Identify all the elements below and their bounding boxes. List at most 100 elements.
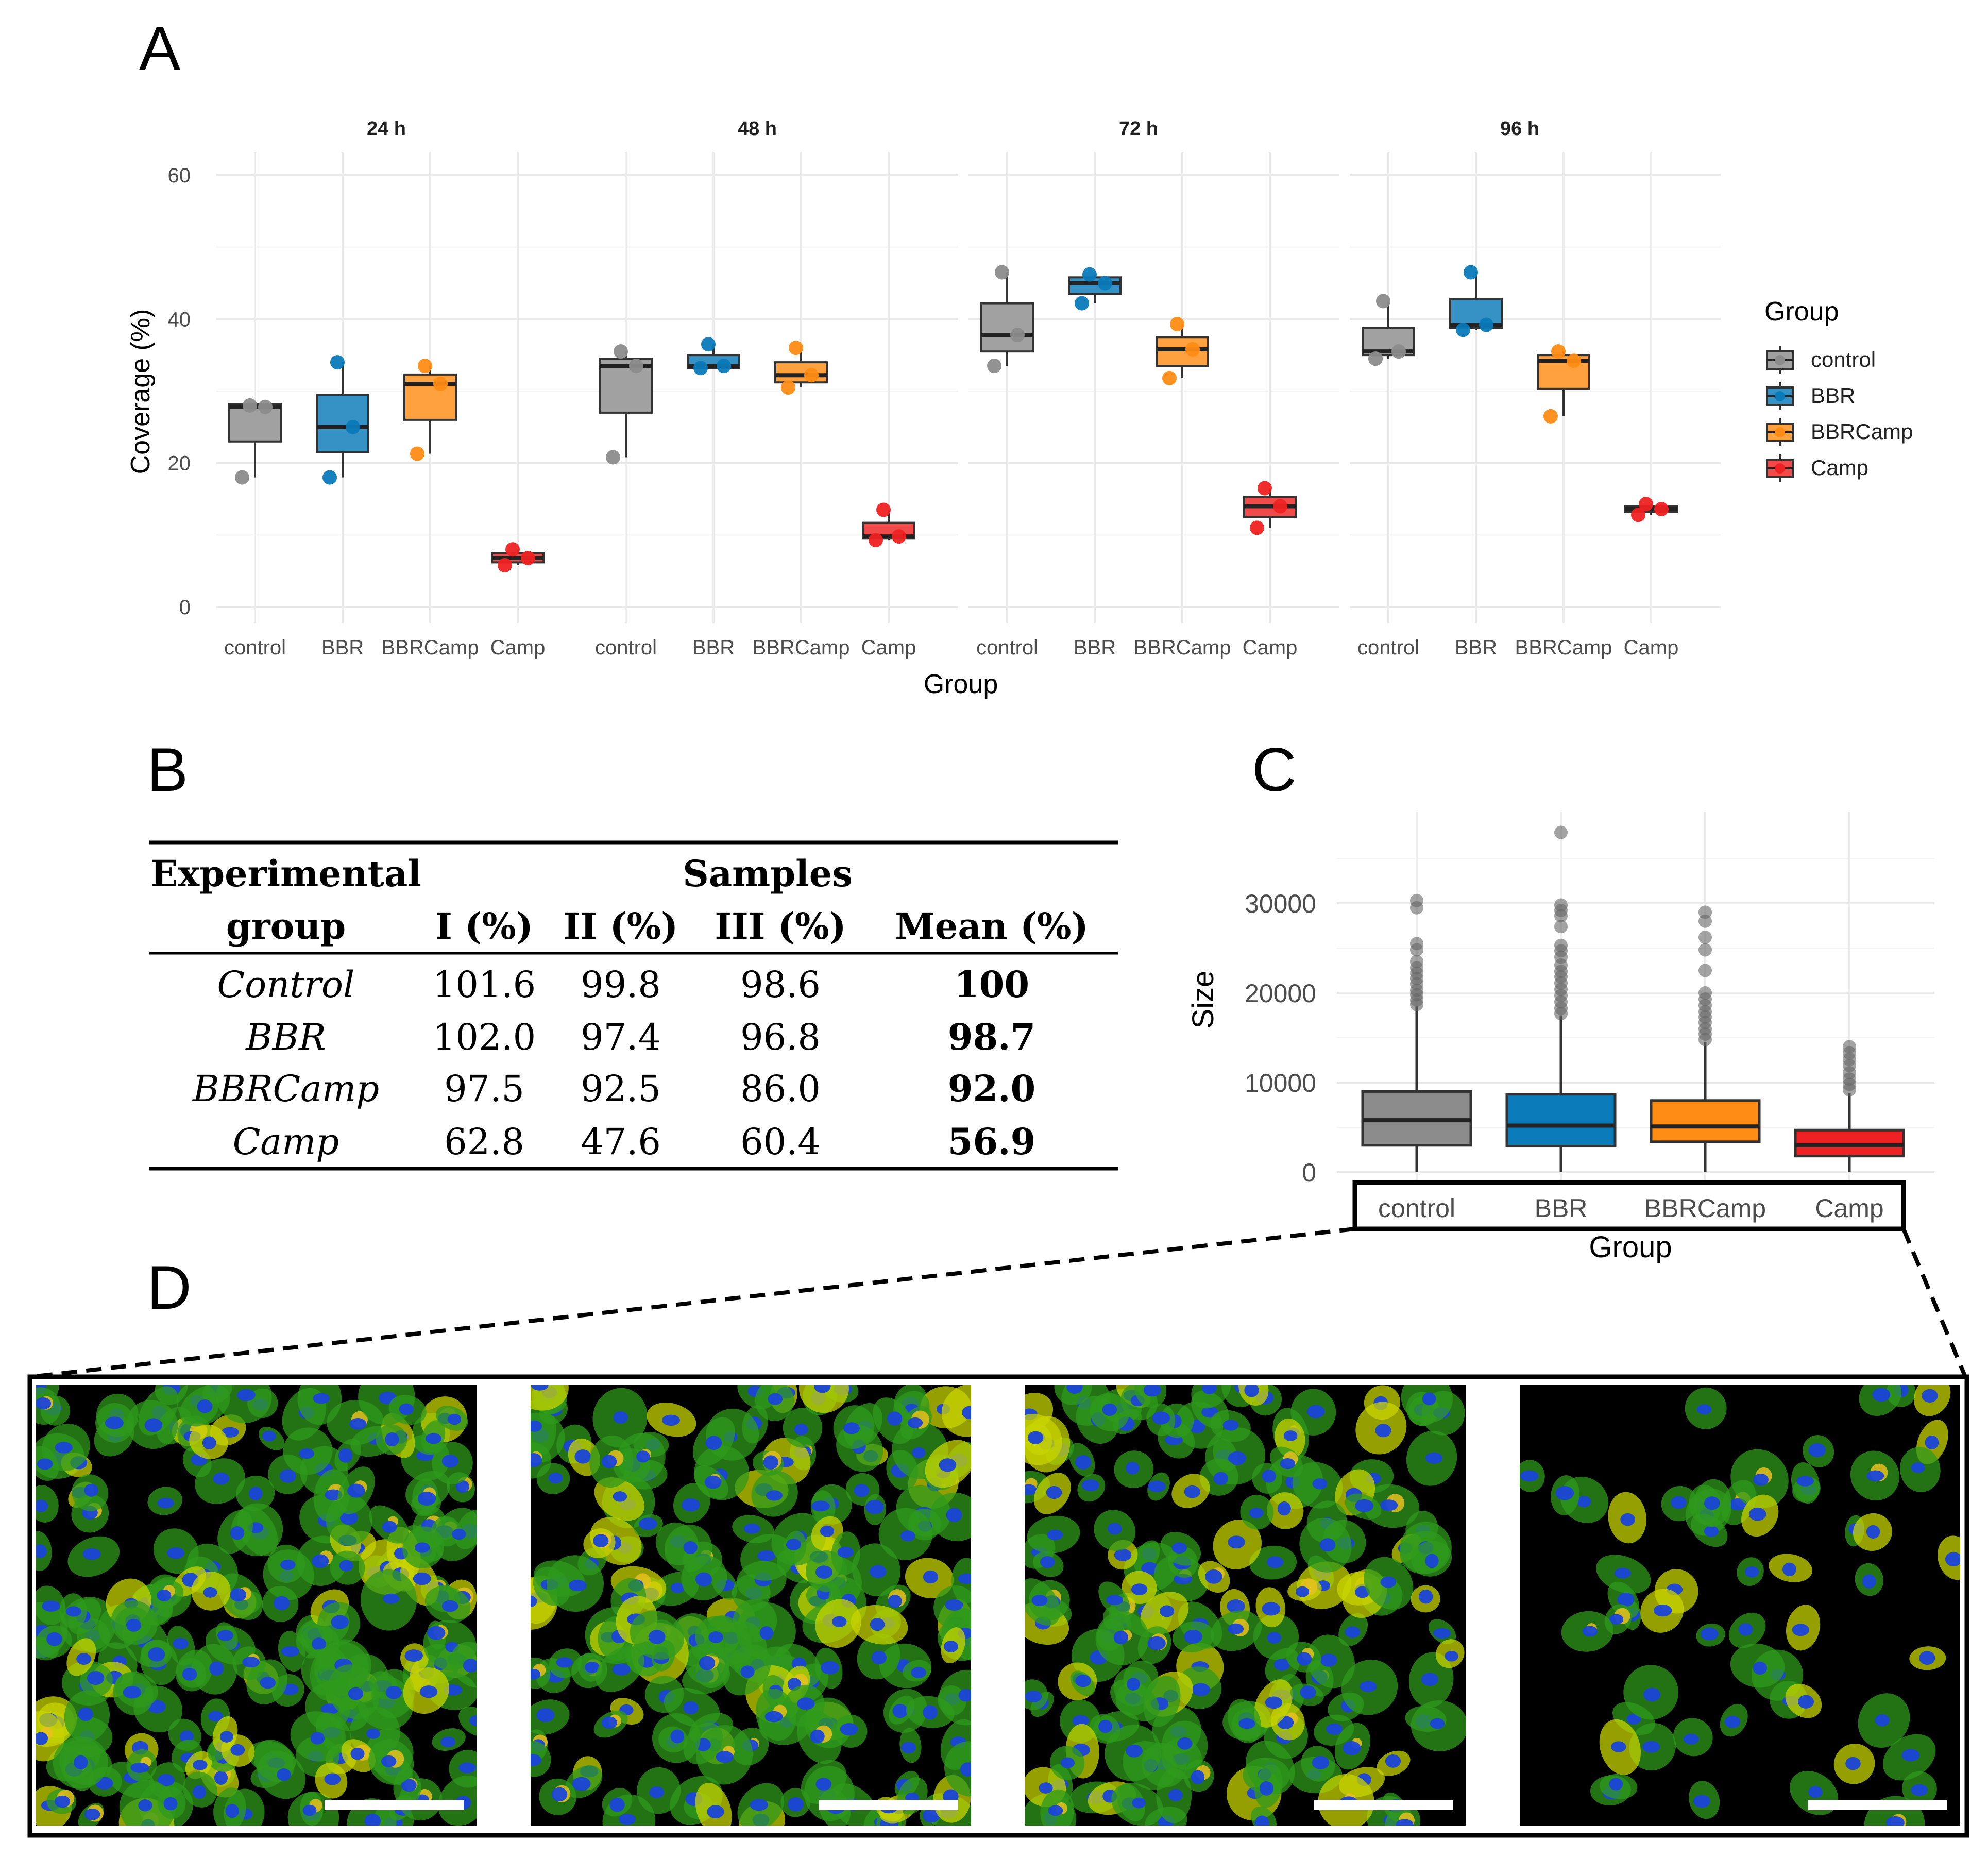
x-tick-label: control — [1357, 636, 1419, 659]
cell-nucleus — [768, 1393, 783, 1405]
cell-nucleus — [763, 1455, 778, 1470]
cell-nucleus — [901, 1742, 916, 1753]
cell-nucleus — [569, 1580, 587, 1591]
outlier-point — [1843, 1040, 1856, 1053]
data-point — [1654, 502, 1669, 516]
data-point — [876, 502, 891, 517]
cell-nucleus — [1671, 1496, 1686, 1509]
cell-nucleus — [1845, 1757, 1861, 1770]
cell-nucleus — [350, 1748, 364, 1760]
data-point — [693, 361, 708, 375]
cell-nucleus — [1875, 1714, 1890, 1726]
cell-nucleus — [765, 1711, 783, 1723]
table-row-control-i: 101.6 — [433, 964, 536, 1006]
figure: A B C D 24 hcontrol BBR BBRCamp Camp48 hcon… — [0, 0, 1988, 1857]
cell-nucleus — [1148, 1481, 1166, 1492]
cell-nucleus — [649, 1630, 666, 1644]
micrograph-bbrcamp — [999, 1362, 1470, 1850]
scale-bar — [1808, 1800, 1947, 1810]
cell-nucleus — [1642, 1741, 1660, 1753]
cell-nucleus — [840, 1723, 858, 1735]
x-tick-label: BBR — [692, 636, 735, 659]
x-tick-label: control — [976, 636, 1038, 659]
cell-nucleus — [716, 1751, 734, 1763]
table-row-camp-mean: 56.9 — [948, 1120, 1036, 1163]
cell-nucleus — [1031, 1595, 1047, 1606]
y-tick-label: 10000 — [1245, 1069, 1316, 1098]
x-tick-label: control — [224, 636, 286, 659]
cell-nucleus — [1098, 1720, 1112, 1733]
cell-nucleus — [1126, 1745, 1143, 1758]
table-row-camp-group: Camp — [233, 1121, 339, 1163]
cell-nucleus — [1047, 1530, 1063, 1540]
outlier-point — [1554, 939, 1568, 952]
cell-nucleus — [1075, 1455, 1092, 1470]
cell-nucleus — [1862, 1574, 1876, 1588]
cell-nucleus — [249, 1487, 263, 1500]
cell-nucleus — [230, 1526, 244, 1540]
cell-nucleus — [385, 1432, 399, 1446]
x-tick-label: BBRCamp — [1644, 1194, 1766, 1223]
facet-title: 72 h — [1119, 118, 1158, 140]
cell-nucleus — [230, 1744, 245, 1756]
y-tick-label: 0 — [179, 596, 191, 619]
cell-nucleus — [1697, 1404, 1712, 1414]
cell-nucleus — [613, 1491, 627, 1502]
legend-key-point — [1775, 463, 1785, 474]
y-tick-label: 60 — [168, 164, 191, 187]
cell-nucleus — [1643, 1687, 1660, 1701]
outlier-point — [1410, 955, 1423, 968]
x-tick-label: BBRCamp — [753, 636, 850, 659]
cell-nucleus — [385, 1686, 402, 1699]
cell-nucleus — [1582, 1626, 1597, 1636]
cell-nucleus — [1262, 1470, 1276, 1483]
cell-nucleus — [613, 1664, 631, 1676]
data-point — [1368, 351, 1383, 366]
micrograph-camp — [1513, 1366, 1977, 1857]
cell-nucleus — [572, 1777, 591, 1791]
cell-nucleus — [872, 1651, 887, 1664]
x-tick-label: control — [595, 636, 657, 659]
micrograph-control — [1, 1358, 504, 1857]
data-point — [1543, 409, 1558, 424]
data-point — [1376, 294, 1390, 308]
cell-nucleus — [888, 1595, 902, 1608]
cell-nucleus — [78, 1708, 93, 1721]
cell-nucleus — [413, 1573, 431, 1585]
cell-nucleus — [1922, 1389, 1938, 1403]
data-point — [701, 337, 716, 351]
cell-nucleus — [536, 1708, 554, 1722]
cell-nucleus — [260, 1677, 276, 1689]
cell-nucleus — [695, 1573, 712, 1587]
cell-nucleus — [744, 1524, 760, 1534]
cell-nucleus — [1375, 1424, 1391, 1437]
cell-nucleus — [815, 1778, 831, 1791]
y-axis-title: Coverage (%) — [126, 309, 156, 475]
cell-nucleus — [157, 1590, 171, 1601]
table-row-control-ii: 99.8 — [581, 964, 661, 1006]
box — [1507, 1094, 1615, 1146]
cell-nucleus — [1445, 1651, 1458, 1662]
cell-nucleus — [1684, 1734, 1699, 1745]
cell-nucleus — [280, 1560, 295, 1570]
cell-nucleus — [313, 1393, 330, 1404]
cell-nucleus — [299, 1448, 314, 1459]
legend-key-point — [1775, 427, 1785, 437]
x-tick-label: BBR — [1535, 1194, 1588, 1223]
cell-nucleus — [1297, 1652, 1312, 1666]
cell-nucleus — [1611, 1741, 1626, 1752]
cell-nucleus — [220, 1731, 233, 1742]
cell-nucleus — [420, 1685, 438, 1698]
cell-nucleus — [946, 1508, 962, 1522]
cell-nucleus — [347, 1484, 365, 1498]
table-row-camp-ii: 47.6 — [581, 1121, 661, 1163]
data-point — [1170, 317, 1184, 331]
data-point — [1010, 328, 1025, 342]
data-point — [606, 450, 620, 464]
cell-nucleus — [442, 1600, 458, 1612]
cell-nucleus — [348, 1687, 363, 1700]
cell-nucleus — [1184, 1630, 1202, 1644]
cell-nucleus — [750, 1799, 768, 1811]
cell-nucleus — [1260, 1781, 1273, 1796]
cell-nucleus — [74, 1755, 88, 1769]
